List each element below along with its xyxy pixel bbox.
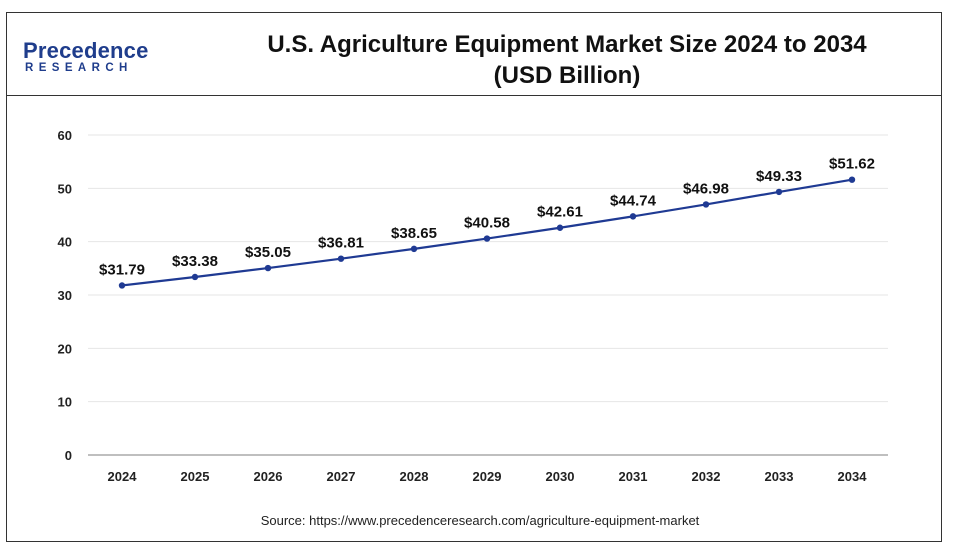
y-tick-label: 20 [58,341,72,356]
data-label: $38.65 [391,225,437,242]
chart-title-line2: (USD Billion) [493,62,641,89]
data-label: $33.38 [172,253,218,270]
chart-title-line1: U.S. Agriculture Equipment Market Size 2… [267,31,867,58]
data-point [702,201,710,208]
data-label: $31.79 [99,261,145,278]
data-point [410,245,418,253]
data-point [483,235,491,242]
data-label: $42.61 [537,204,583,221]
chart-frame: Precedence RESEARCH U.S. Agriculture Equ… [6,12,942,542]
x-tick-label: 2026 [254,469,283,484]
data-point [337,255,345,262]
data-point [118,282,126,289]
y-tick-label: 10 [58,395,72,410]
x-tick-label: 2024 [108,469,138,484]
data-point [775,188,783,196]
data-point [191,273,199,281]
y-tick-label: 0 [65,448,72,463]
x-tick-label: 2028 [400,469,429,484]
x-tick-label: 2029 [473,469,502,484]
chart-title: U.S. Agriculture Equipment Market Size 2… [217,29,917,91]
y-tick-label: 30 [58,288,72,303]
x-tick-label: 2032 [692,469,721,484]
series-line [121,178,853,287]
chart-header: Precedence RESEARCH U.S. Agriculture Equ… [7,13,941,96]
data-label: $44.74 [610,192,657,209]
x-tick-label: 2033 [765,469,794,484]
x-tick-label: 2030 [546,469,575,484]
data-label: $36.81 [318,235,364,252]
x-tick-label: 2025 [181,469,210,484]
data-label: $35.05 [245,244,291,261]
logo-wordmark: Precedence [23,38,149,63]
y-tick-label: 40 [58,235,72,250]
data-point [264,264,272,272]
data-label: $49.33 [756,168,802,185]
y-tick-label: 60 [58,128,72,143]
x-tick-label: 2034 [838,469,868,484]
x-tick-label: 2027 [327,469,356,484]
y-tick-label: 50 [58,181,72,196]
data-point [848,176,856,183]
data-label: $40.58 [464,215,510,232]
source-note: Source: https://www.precedenceresearch.c… [260,513,700,528]
data-label: $46.98 [683,180,729,197]
logo-subtitle: RESEARCH [25,62,133,74]
data-point [629,213,637,220]
x-tick-label: 2031 [619,469,648,484]
data-label: $51.62 [829,156,875,173]
data-point [556,224,564,231]
precedence-research-logo: Precedence RESEARCH [23,39,173,79]
